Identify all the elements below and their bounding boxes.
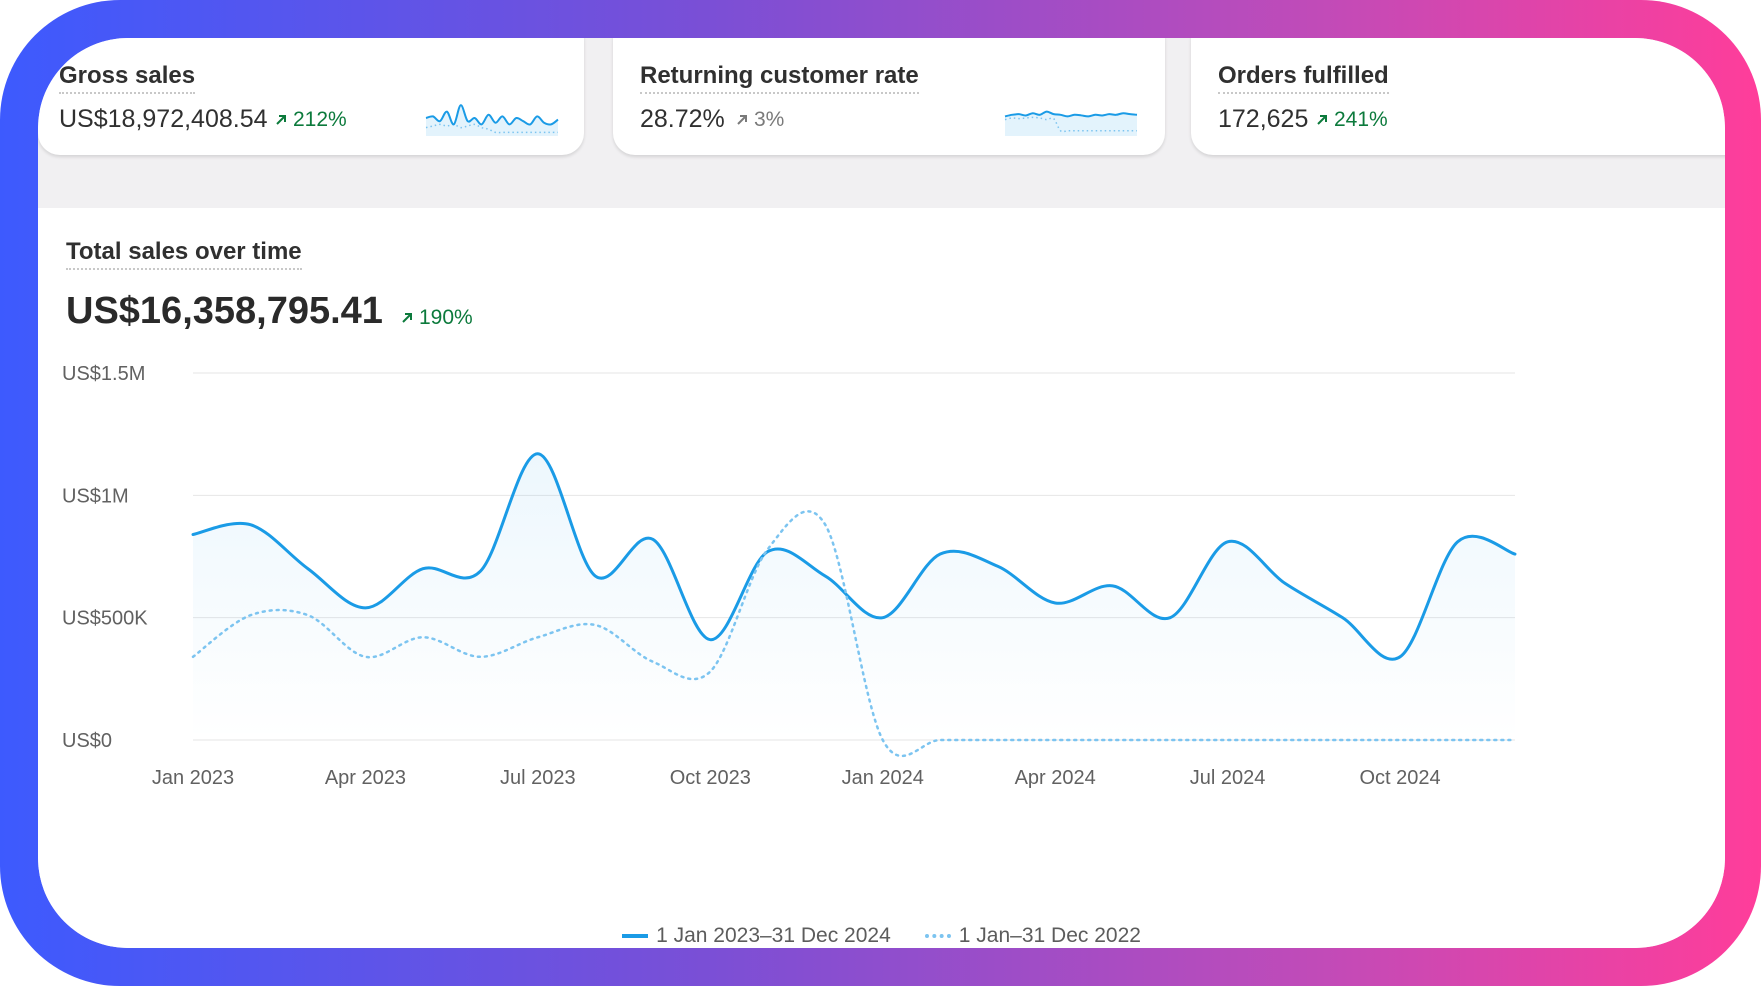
chart-total: US$16,358,795.41 xyxy=(66,290,383,332)
y-tick-label: US$0 xyxy=(62,730,112,752)
legend-swatch-dotted xyxy=(924,934,951,938)
x-tick-label: Oct 2024 xyxy=(1359,767,1440,789)
legend-item-current[interactable]: 1 Jan 2023–31 Dec 2024 xyxy=(622,924,891,948)
metric-delta: 212% xyxy=(274,108,347,132)
x-tick-label: Jul 2023 xyxy=(500,767,576,789)
metric-label[interactable]: Returning customer rate xyxy=(640,62,919,94)
arrow-up-right-icon xyxy=(737,115,747,125)
metric-delta-value: 241% xyxy=(1334,108,1388,131)
sparkline-area xyxy=(1005,111,1137,136)
sparkline-returning-customer-rate xyxy=(1004,110,1138,136)
x-tick-label: Jan 2024 xyxy=(842,767,924,789)
legend-label: 1 Jan 2023–31 Dec 2024 xyxy=(656,924,891,947)
metric-delta: 3% xyxy=(735,108,784,132)
x-tick-label: Apr 2023 xyxy=(325,767,406,789)
y-tick-label: US$500K xyxy=(62,608,148,630)
series-area-current xyxy=(193,453,1515,740)
chart-delta-value: 190% xyxy=(419,306,473,329)
metric-card-returning-customer-rate[interactable]: Returning customer rate 28.72% 3% xyxy=(613,38,1165,155)
chart-delta: 190% xyxy=(400,306,473,330)
total-sales-card: Total sales over time US$16,358,795.41 1… xyxy=(38,208,1725,948)
dashboard: Gross sales US$18,972,408.54 212% Return… xyxy=(38,38,1725,948)
metric-value: US$18,972,408.54 xyxy=(59,105,268,133)
legend-item-previous[interactable]: 1 Jan–31 Dec 2022 xyxy=(924,924,1141,948)
sparkline-current xyxy=(425,104,559,126)
metric-value: 28.72% xyxy=(640,105,725,133)
series-line-current[interactable] xyxy=(191,452,1517,661)
arrow-up-right-icon xyxy=(276,115,286,125)
metric-card-orders-fulfilled[interactable]: Orders fulfilled 172,625 241% xyxy=(1191,38,1725,155)
metric-label[interactable]: Gross sales xyxy=(59,62,196,94)
x-tick-label: Oct 2023 xyxy=(670,767,751,789)
metric-card-gross-sales[interactable]: Gross sales US$18,972,408.54 212% xyxy=(38,38,584,155)
metric-delta: 241% xyxy=(1315,108,1388,132)
chart-legend: 1 Jan 2023–31 Dec 2024 1 Jan–31 Dec 2022 xyxy=(38,924,1725,948)
sparkline-area xyxy=(426,105,558,136)
arrow-up-right-icon xyxy=(402,313,412,323)
sparkline-current xyxy=(1004,110,1138,118)
y-tick-label: US$1.5M xyxy=(62,363,145,385)
metric-label[interactable]: Orders fulfilled xyxy=(1218,62,1389,94)
metric-delta-value: 212% xyxy=(293,108,347,131)
metric-delta-value: 3% xyxy=(754,108,785,131)
x-tick-label: Apr 2024 xyxy=(1015,767,1096,789)
arrow-up-right-icon xyxy=(1317,115,1327,125)
x-tick-label: Jan 2023 xyxy=(152,767,234,789)
chart-title[interactable]: Total sales over time xyxy=(66,238,302,270)
y-tick-label: US$1M xyxy=(62,485,129,507)
legend-swatch-solid xyxy=(622,934,649,938)
x-tick-label: Jul 2024 xyxy=(1190,767,1266,789)
metric-value: 172,625 xyxy=(1218,105,1309,133)
sales-line-chart[interactable]: US$1.5M US$1M US$500K US$0 Jan 2023 Apr 2023 J… xyxy=(38,208,1725,948)
sparkline-gross-sales xyxy=(425,104,559,136)
legend-label: 1 Jan–31 Dec 2022 xyxy=(958,924,1141,947)
